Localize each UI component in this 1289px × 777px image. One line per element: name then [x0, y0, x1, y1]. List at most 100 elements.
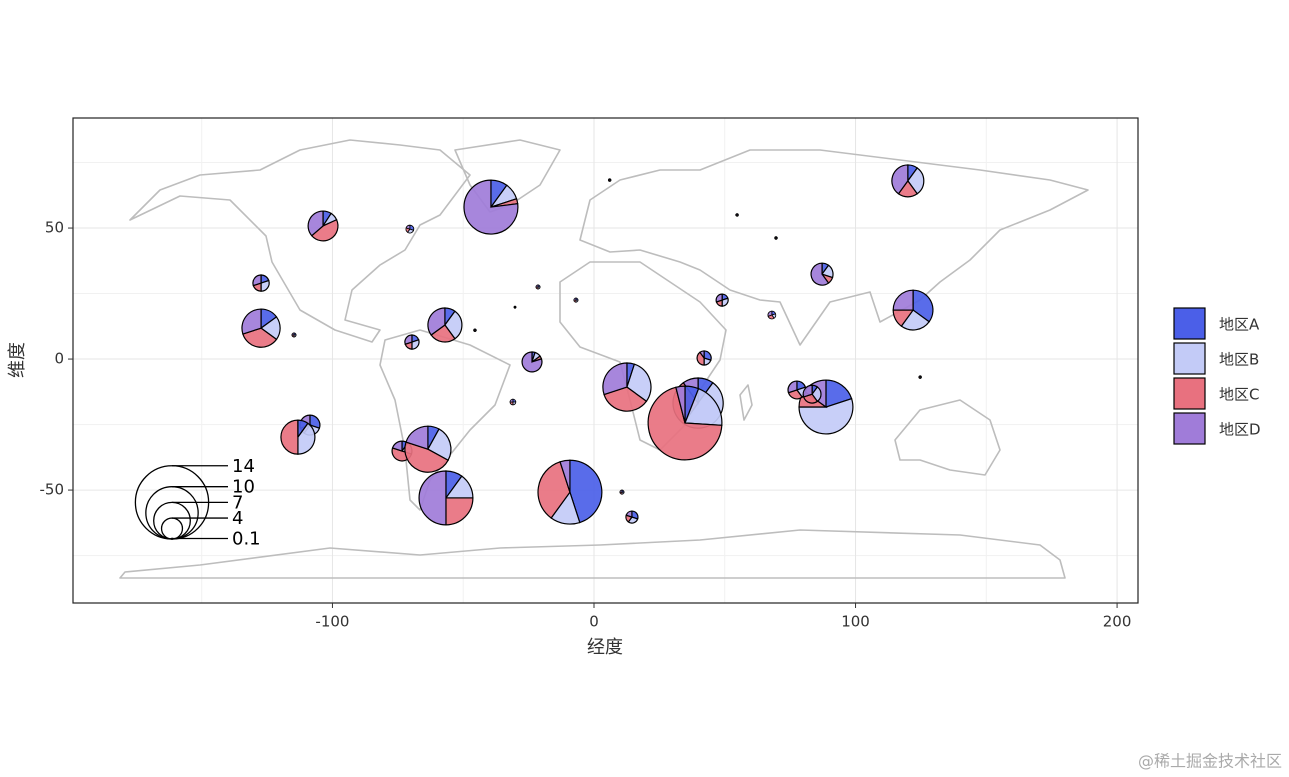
pie-slice	[427, 307, 446, 336]
pie-slice	[767, 310, 773, 317]
pie	[696, 350, 712, 366]
pie-slice	[774, 236, 777, 239]
pie	[810, 262, 834, 286]
pie	[463, 179, 519, 235]
pie-slice	[473, 328, 476, 331]
pie-slice	[444, 310, 463, 340]
pie-slice	[787, 380, 798, 394]
pie	[573, 297, 579, 303]
size-legend-label: 4	[232, 508, 243, 529]
legend-label: 地区D	[1219, 421, 1261, 439]
pie-slice	[573, 297, 577, 301]
pie-slice	[603, 386, 648, 412]
size-legend-label: 10	[232, 477, 255, 498]
pie	[473, 328, 477, 332]
pie-slice	[252, 274, 262, 287]
pie	[404, 425, 452, 473]
pie	[405, 224, 415, 234]
pie-slice	[297, 422, 316, 455]
pie	[602, 362, 652, 412]
pie	[625, 510, 639, 524]
size-legend-label: 7	[232, 492, 243, 513]
pies	[241, 164, 934, 526]
legend-key	[1173, 412, 1206, 445]
pie	[787, 380, 807, 400]
pie	[774, 236, 778, 240]
y-axis-title: 维度	[7, 342, 28, 378]
pie-slice	[602, 362, 628, 396]
pie-slice	[418, 470, 447, 526]
pie-slice	[513, 305, 516, 308]
legend-label: 地区C	[1219, 386, 1259, 404]
pie-slice	[310, 218, 339, 242]
pie-slice	[912, 289, 934, 323]
x-axis-title: 经度	[587, 637, 623, 658]
legend-key	[1173, 377, 1206, 410]
size-legend-label: 0.1	[232, 528, 261, 549]
legend-label: 地区B	[1219, 351, 1259, 369]
pie	[735, 213, 739, 217]
y-tick-label: -50	[40, 481, 65, 499]
pie-slice	[291, 332, 295, 336]
pie	[891, 164, 925, 198]
pie-slice	[735, 213, 738, 216]
x-tick-label: 200	[1103, 613, 1132, 631]
pie	[241, 308, 281, 348]
pie-slice	[404, 441, 449, 473]
pie	[537, 459, 603, 525]
pie	[280, 419, 316, 455]
pie	[291, 332, 297, 338]
pie-slice	[647, 386, 723, 461]
pie	[521, 351, 543, 373]
pie-slice	[715, 293, 723, 303]
pie	[535, 284, 541, 290]
pie-slice	[802, 384, 813, 398]
pie	[513, 305, 517, 309]
x-tick-label: 0	[589, 613, 599, 631]
watermark: @稀土掘金技术社区	[1138, 752, 1282, 771]
pie	[767, 310, 777, 320]
pie-slice	[241, 308, 262, 335]
pie	[509, 398, 517, 406]
pie-slice	[463, 179, 519, 235]
pie-slice	[509, 398, 514, 403]
pie	[607, 178, 612, 182]
pie-slice	[810, 262, 830, 286]
pie-slice	[891, 164, 909, 195]
y-tick-label: 0	[54, 350, 64, 368]
size-legend-label: 14	[232, 456, 255, 477]
pie-slice	[918, 375, 921, 378]
pie-slice	[391, 440, 403, 452]
legend-key	[1173, 307, 1206, 340]
pie-slice	[405, 224, 411, 230]
pie	[404, 334, 420, 350]
pie-slice	[307, 210, 324, 237]
x-tick-label: -100	[315, 613, 349, 631]
pie-slice	[699, 350, 705, 360]
pie-slice	[280, 419, 299, 455]
pie-slice	[512, 398, 517, 403]
pie	[427, 307, 463, 343]
pie-slice	[404, 334, 413, 345]
pie-slice	[900, 309, 930, 331]
pie-slice	[625, 510, 633, 518]
pie-slice	[559, 459, 571, 493]
pie-slice	[907, 167, 925, 195]
pie-slice	[242, 327, 278, 348]
pie-slice	[445, 497, 474, 526]
pie	[307, 210, 339, 242]
panel-border	[72, 117, 1139, 604]
legend-key	[1173, 342, 1206, 375]
pie-slice	[619, 489, 623, 493]
pie-slice	[405, 425, 429, 451]
legend-label: 地区A	[1219, 316, 1260, 334]
pie	[619, 489, 625, 495]
panel	[73, 118, 1138, 603]
pie	[252, 274, 270, 292]
pie-slice	[607, 178, 611, 181]
pie	[715, 293, 729, 307]
pie-slice	[569, 459, 603, 524]
world-map	[119, 139, 1089, 579]
pie-slice	[509, 401, 514, 406]
